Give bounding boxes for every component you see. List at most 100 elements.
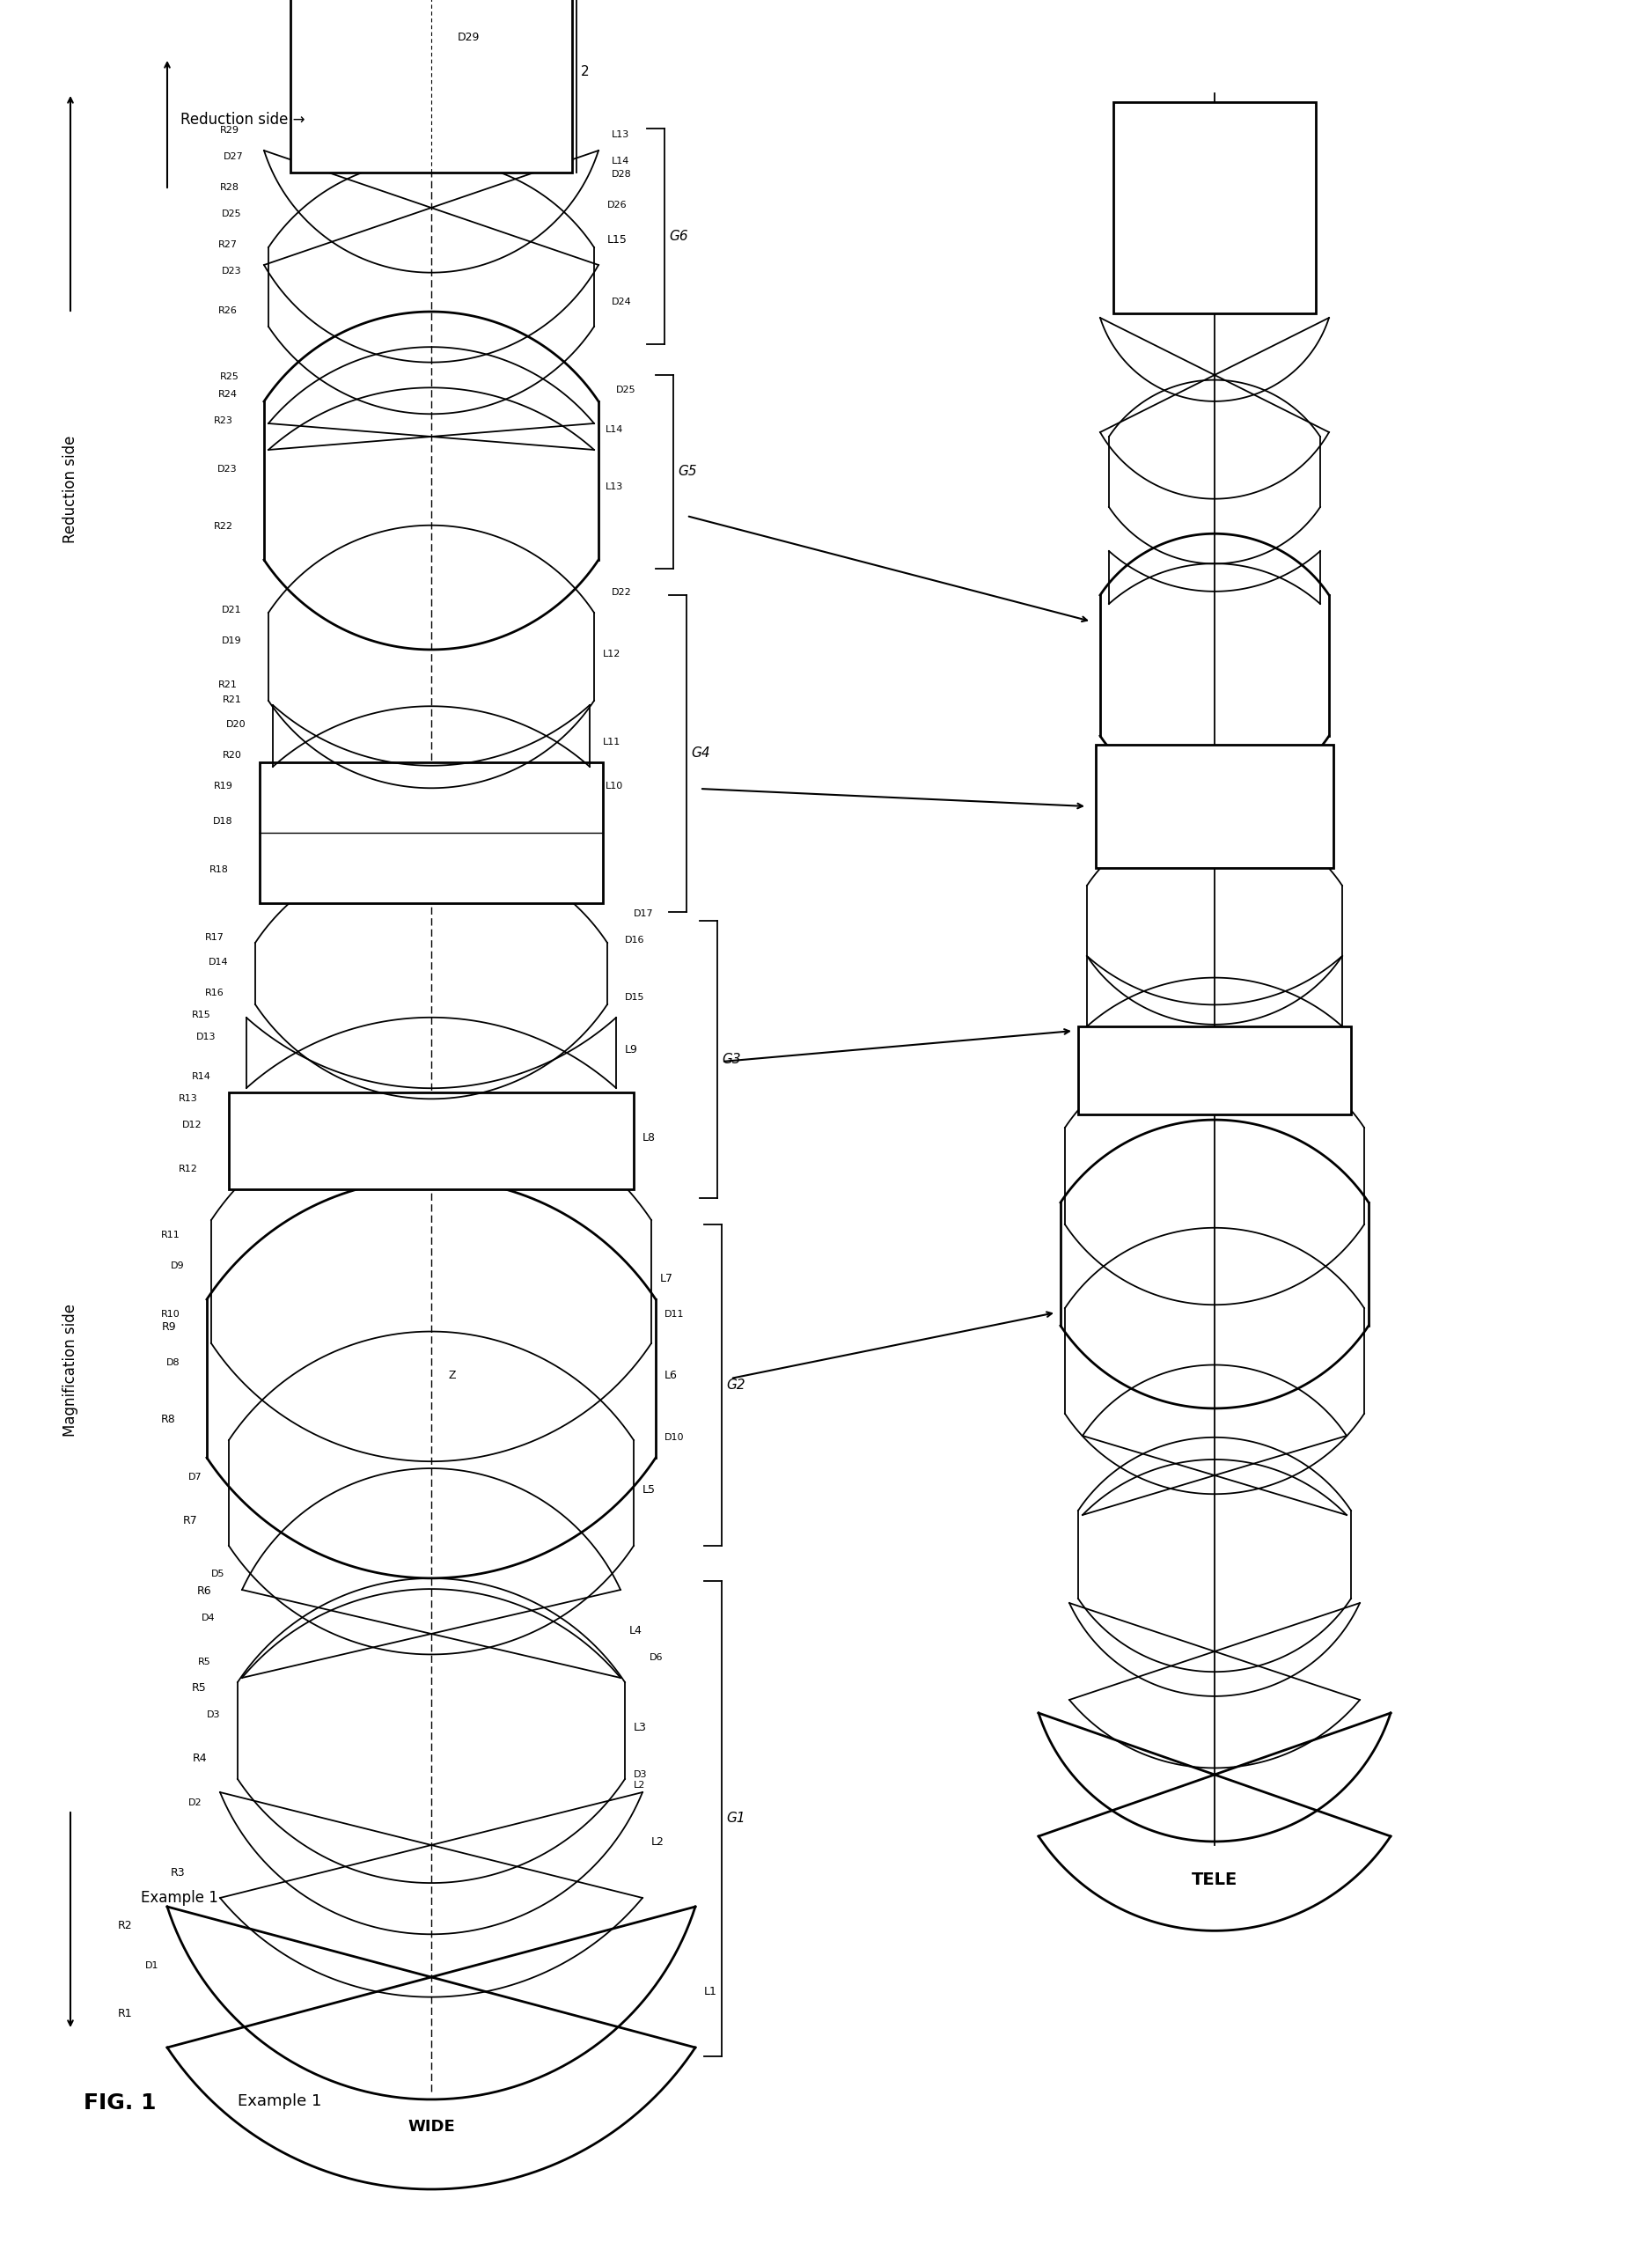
Text: Magnification side: Magnification side — [63, 1303, 78, 1436]
Text: R4: R4 — [192, 1753, 206, 1764]
Text: D19: D19 — [221, 637, 243, 646]
Text: D8: D8 — [167, 1359, 180, 1368]
Bar — [230, 1094, 634, 1190]
Text: D13: D13 — [197, 1033, 216, 1042]
Text: D16: D16 — [624, 936, 644, 945]
Text: L1: L1 — [704, 1987, 717, 1998]
Text: L13: L13 — [611, 131, 629, 140]
Text: R13: R13 — [178, 1094, 198, 1102]
Text: R8: R8 — [162, 1413, 177, 1424]
Text: D4: D4 — [202, 1613, 216, 1622]
Bar — [1079, 1026, 1351, 1114]
Text: R5: R5 — [192, 1683, 206, 1694]
Text: Example 1: Example 1 — [140, 1890, 218, 1906]
Text: D6: D6 — [649, 1654, 662, 1663]
Bar — [1095, 745, 1333, 868]
Text: D2: D2 — [188, 1798, 203, 1807]
Text: R2: R2 — [117, 1919, 132, 1931]
Text: D14: D14 — [208, 958, 230, 968]
Text: L7: L7 — [661, 1274, 674, 1285]
Text: L14: L14 — [606, 425, 623, 434]
Text: Reduction side →: Reduction side → — [180, 113, 306, 128]
Text: G2: G2 — [727, 1379, 745, 1393]
Text: D10: D10 — [664, 1433, 684, 1442]
Text: R16: R16 — [205, 988, 225, 997]
Text: D26: D26 — [608, 200, 628, 209]
Text: G3: G3 — [722, 1053, 740, 1066]
Text: D25: D25 — [616, 385, 636, 394]
Text: R21: R21 — [223, 695, 243, 704]
Text: R17: R17 — [205, 934, 225, 943]
Text: L3: L3 — [634, 1721, 648, 1733]
Text: L5: L5 — [643, 1485, 656, 1496]
Text: R22: R22 — [213, 522, 233, 531]
Text: D7: D7 — [188, 1474, 203, 1480]
Text: R18: R18 — [210, 866, 230, 873]
Text: R1: R1 — [117, 2007, 132, 2018]
Text: WIDE: WIDE — [408, 2120, 454, 2135]
Text: D17: D17 — [634, 909, 654, 918]
Text: 2: 2 — [582, 65, 590, 79]
Text: R23: R23 — [215, 416, 233, 425]
Text: L14: L14 — [611, 158, 629, 166]
Text: Z: Z — [449, 1370, 456, 1382]
Text: R9: R9 — [162, 1321, 177, 1332]
Text: D23: D23 — [221, 268, 243, 274]
Text: D5: D5 — [211, 1570, 225, 1577]
Text: R14: R14 — [192, 1073, 211, 1080]
Text: D1: D1 — [145, 1962, 159, 1971]
Text: D3
L2: D3 L2 — [634, 1771, 648, 1789]
Text: L8: L8 — [643, 1132, 656, 1143]
Text: D29: D29 — [458, 32, 481, 43]
Bar — [259, 763, 603, 902]
Text: D18: D18 — [213, 817, 233, 826]
Text: L11: L11 — [603, 738, 621, 747]
Text: R6: R6 — [197, 1586, 211, 1597]
Text: L9: L9 — [624, 1044, 638, 1055]
Text: R19: R19 — [215, 781, 233, 790]
Text: R20: R20 — [223, 752, 243, 761]
Text: D24: D24 — [611, 297, 631, 306]
Text: G5: G5 — [677, 466, 697, 479]
Bar — [1113, 101, 1315, 313]
Text: L12: L12 — [603, 650, 621, 659]
Text: D9: D9 — [172, 1262, 185, 1271]
Text: D11: D11 — [664, 1310, 684, 1318]
Text: G4: G4 — [691, 747, 710, 761]
Text: D22: D22 — [611, 587, 631, 596]
Text: TELE: TELE — [1191, 1872, 1237, 1888]
Text: R25: R25 — [220, 371, 240, 380]
Text: D20: D20 — [226, 720, 246, 729]
Text: R27: R27 — [218, 241, 238, 250]
Text: D3: D3 — [206, 1710, 220, 1719]
Text: D27: D27 — [223, 153, 244, 162]
Text: G6: G6 — [669, 230, 687, 243]
Text: Example 1: Example 1 — [238, 2092, 322, 2108]
Text: L6: L6 — [664, 1370, 677, 1382]
Text: R15: R15 — [192, 1010, 211, 1019]
Text: D21: D21 — [221, 605, 243, 614]
Text: L13: L13 — [606, 482, 623, 491]
Text: G1: G1 — [727, 1811, 745, 1825]
Text: L10: L10 — [606, 781, 623, 790]
Text: L4: L4 — [629, 1624, 643, 1636]
Text: Reduction side: Reduction side — [63, 437, 78, 542]
Text: R10: R10 — [162, 1310, 180, 1318]
Text: L2: L2 — [651, 1836, 664, 1847]
Text: R24: R24 — [218, 389, 238, 398]
Text: L15: L15 — [608, 234, 628, 245]
Text: D12: D12 — [182, 1120, 203, 1130]
Text: D25: D25 — [221, 209, 243, 218]
Text: D28: D28 — [611, 171, 631, 178]
Bar — [291, 0, 572, 173]
Text: R11: R11 — [162, 1231, 180, 1240]
Text: R7: R7 — [183, 1514, 198, 1526]
Text: R12: R12 — [178, 1166, 198, 1174]
Text: R29: R29 — [220, 126, 240, 135]
Text: R3: R3 — [170, 1868, 185, 1879]
Text: R28: R28 — [220, 182, 240, 191]
Text: FIG. 1: FIG. 1 — [84, 2092, 157, 2113]
Text: D23: D23 — [218, 466, 238, 472]
Text: D15: D15 — [624, 992, 644, 1001]
Text: R26: R26 — [218, 306, 238, 315]
